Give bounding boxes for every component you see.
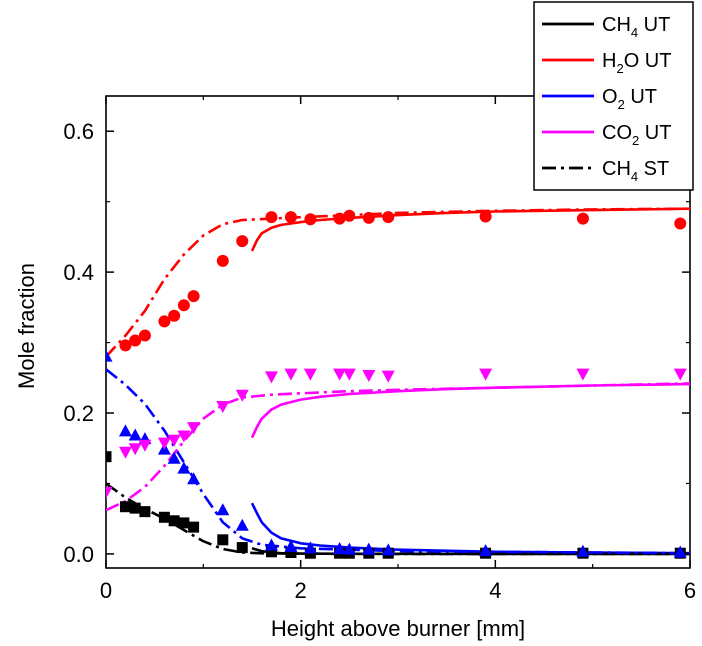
tick-labels: 0 2 4 6 0.0 0.2 0.4 0.6 [63, 119, 696, 603]
data-point [674, 218, 686, 230]
data-point [138, 440, 151, 452]
y-tick-label: 0.4 [63, 260, 94, 285]
data-point [169, 515, 180, 526]
data-point [284, 369, 297, 381]
data-point [159, 512, 170, 523]
data-point [178, 299, 190, 311]
data-point [119, 424, 132, 436]
data-point [217, 255, 229, 267]
x-tick-label: 0 [100, 578, 112, 603]
data-point [480, 210, 492, 222]
data-point [236, 519, 249, 531]
data-point [304, 213, 316, 225]
y-axis-title: Mole fraction [14, 263, 39, 389]
data-point [158, 438, 171, 450]
series-line [106, 484, 690, 554]
data-point [576, 369, 589, 381]
data-point [216, 503, 229, 515]
series-line [252, 503, 690, 553]
series-line [106, 383, 690, 510]
data-point [577, 213, 589, 225]
data-point [187, 472, 200, 484]
data-point [168, 310, 180, 322]
data-point [236, 235, 248, 247]
x-axis-title: Height above burner [mm] [271, 616, 525, 641]
series-line [106, 209, 690, 357]
x-tick-label: 2 [295, 578, 307, 603]
data-point [188, 522, 199, 533]
data-point [139, 330, 151, 342]
data-point [139, 506, 150, 517]
data-point [101, 451, 112, 462]
data-point [129, 443, 142, 455]
x-tick-label: 4 [489, 578, 501, 603]
data-point [674, 369, 687, 381]
data-point [119, 447, 132, 459]
data-point [188, 290, 200, 302]
data-point [237, 542, 248, 553]
x-tick-label: 6 [684, 578, 696, 603]
y-tick-label: 0.6 [63, 119, 94, 144]
data-point [265, 371, 278, 383]
plot-series [100, 209, 691, 559]
data-point [363, 212, 375, 224]
data-point [304, 369, 317, 381]
data-point [178, 517, 189, 528]
data-point [168, 435, 181, 447]
data-point [100, 487, 113, 499]
data-point [343, 369, 356, 381]
y-tick-label: 0.0 [63, 542, 94, 567]
data-point [120, 501, 131, 512]
data-point [479, 369, 492, 381]
data-point [217, 534, 228, 545]
data-point [382, 371, 395, 383]
series-line [252, 209, 690, 251]
data-point [382, 211, 394, 223]
data-point [362, 370, 375, 382]
data-point [343, 210, 355, 222]
data-point [130, 503, 141, 514]
data-point [285, 211, 297, 223]
y-tick-label: 0.2 [63, 401, 94, 426]
data-point [265, 211, 277, 223]
